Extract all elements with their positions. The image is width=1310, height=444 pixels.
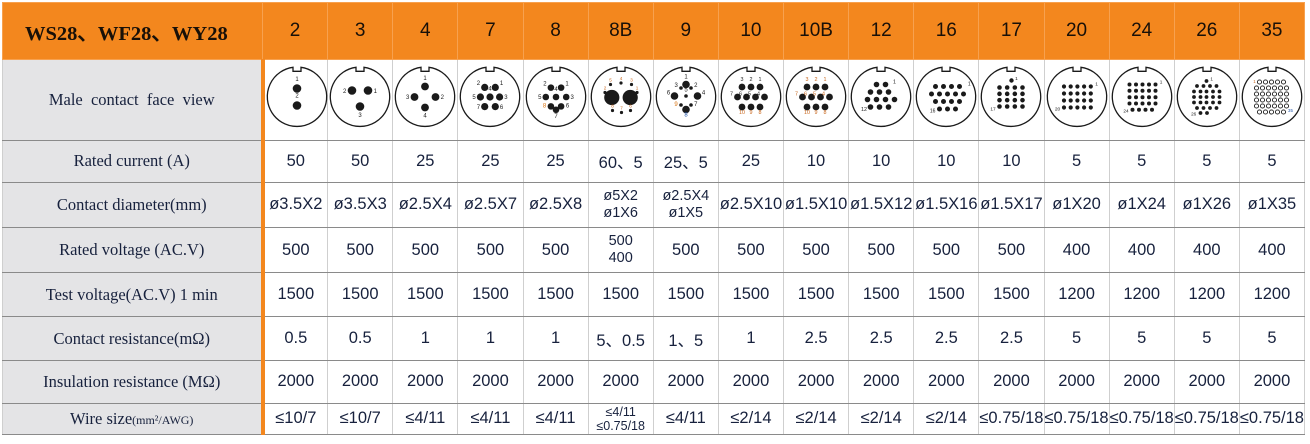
svg-text:35: 35 — [1288, 108, 1293, 113]
svg-text:5: 5 — [609, 78, 612, 83]
svg-text:6: 6 — [804, 92, 807, 98]
svg-text:2: 2 — [815, 78, 818, 84]
svg-text:8: 8 — [758, 110, 761, 116]
svg-text:4: 4 — [554, 87, 558, 93]
svg-text:9: 9 — [749, 110, 752, 116]
svg-text:4: 4 — [822, 92, 825, 98]
svg-text:1: 1 — [824, 78, 827, 84]
svg-text:1: 1 — [295, 77, 299, 83]
svg-text:3: 3 — [630, 78, 633, 83]
svg-text:2: 2 — [694, 83, 698, 89]
svg-text:1: 1 — [1016, 76, 1019, 82]
svg-text:6: 6 — [739, 92, 742, 98]
svg-text:3: 3 — [359, 113, 363, 119]
svg-text:2: 2 — [543, 82, 547, 88]
svg-text:4: 4 — [619, 76, 622, 81]
svg-text:1: 1 — [565, 82, 569, 88]
svg-text:5: 5 — [684, 88, 688, 94]
svg-text:1: 1 — [758, 78, 761, 84]
svg-text:10: 10 — [739, 110, 745, 116]
svg-text:3: 3 — [806, 78, 809, 84]
svg-text:1: 1 — [635, 86, 638, 91]
svg-text:4: 4 — [424, 114, 428, 120]
svg-text:16: 16 — [930, 109, 936, 115]
svg-text:8: 8 — [824, 110, 827, 116]
svg-text:6: 6 — [500, 105, 504, 111]
svg-text:7: 7 — [477, 105, 481, 111]
svg-text:8: 8 — [542, 104, 546, 110]
svg-text:17: 17 — [991, 107, 997, 113]
svg-text:3: 3 — [570, 95, 574, 101]
svg-text:1: 1 — [374, 89, 378, 95]
svg-text:2: 2 — [441, 96, 445, 102]
svg-text:9: 9 — [674, 102, 678, 108]
svg-text:2: 2 — [603, 86, 606, 91]
svg-text:2: 2 — [477, 82, 481, 88]
svg-text:7: 7 — [795, 92, 798, 98]
svg-text:1: 1 — [968, 82, 971, 88]
svg-text:8: 8 — [611, 104, 614, 109]
svg-text:6: 6 — [667, 91, 671, 97]
svg-text:1: 1 — [424, 77, 428, 83]
svg-text:1: 1 — [1210, 77, 1213, 82]
svg-text:20: 20 — [1054, 107, 1060, 113]
svg-text:5: 5 — [813, 92, 816, 98]
svg-text:10: 10 — [804, 110, 810, 116]
svg-text:5: 5 — [748, 92, 751, 98]
svg-text:1: 1 — [684, 75, 688, 81]
svg-text:1: 1 — [1253, 79, 1256, 84]
svg-text:7: 7 — [730, 92, 733, 98]
svg-text:3: 3 — [406, 96, 410, 102]
svg-text:2: 2 — [749, 78, 752, 84]
svg-text:7: 7 — [620, 106, 623, 111]
svg-text:4: 4 — [702, 91, 706, 97]
svg-text:2: 2 — [295, 94, 299, 100]
svg-text:9: 9 — [815, 110, 818, 116]
svg-text:6: 6 — [565, 104, 569, 110]
svg-text:3: 3 — [505, 96, 509, 102]
svg-text:5: 5 — [538, 95, 542, 101]
svg-text:6: 6 — [629, 104, 632, 109]
svg-text:1: 1 — [1095, 82, 1098, 88]
svg-text:7: 7 — [694, 102, 698, 108]
svg-text:8: 8 — [684, 113, 688, 119]
svg-text:12: 12 — [861, 107, 867, 113]
svg-text:24: 24 — [1123, 109, 1129, 114]
svg-text:4: 4 — [757, 92, 760, 98]
svg-text:5: 5 — [473, 96, 477, 102]
svg-text:26: 26 — [1191, 112, 1197, 117]
svg-text:3: 3 — [674, 83, 678, 89]
svg-text:7: 7 — [554, 114, 558, 120]
svg-text:1: 1 — [893, 80, 896, 86]
svg-text:1: 1 — [500, 82, 504, 88]
svg-text:3: 3 — [740, 78, 743, 84]
svg-text:1: 1 — [1159, 80, 1162, 85]
svg-text:2: 2 — [343, 89, 347, 95]
